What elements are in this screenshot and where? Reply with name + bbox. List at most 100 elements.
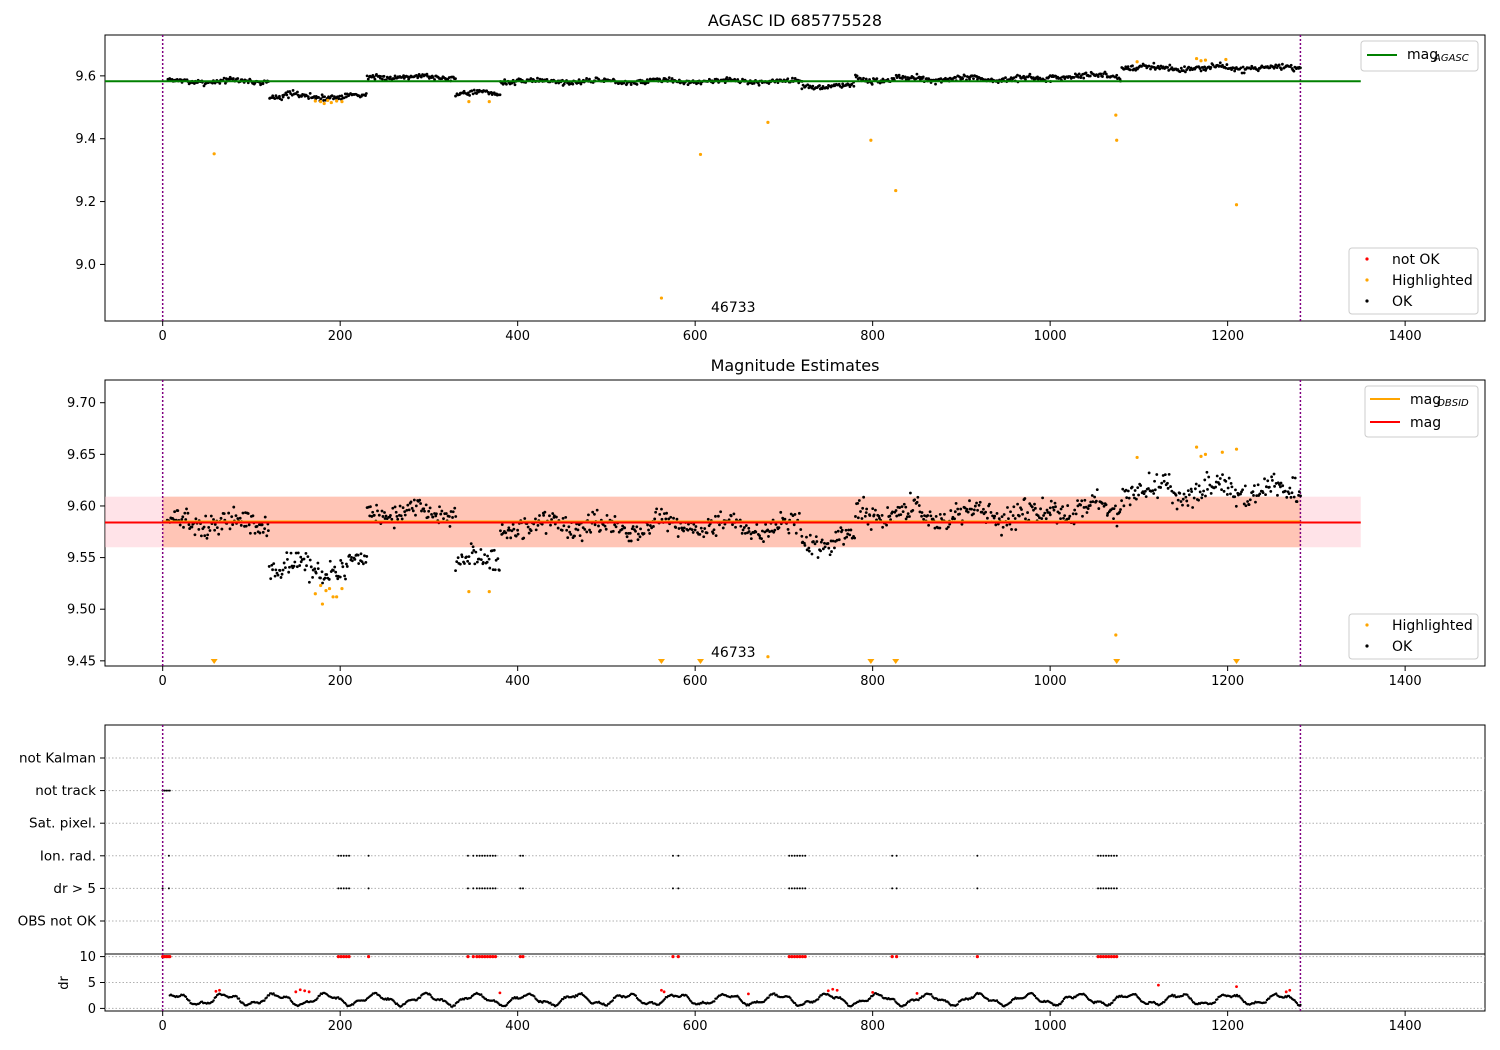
- dr-point: [352, 1003, 355, 1006]
- ok-point: [288, 565, 291, 569]
- ok-point: [894, 509, 898, 512]
- ok-point: [812, 540, 815, 543]
- ok-point: [1221, 473, 1224, 477]
- ok-point: [422, 507, 426, 511]
- highlighted-point: [1115, 138, 1119, 142]
- flag-point: [804, 887, 807, 890]
- dr-point: [917, 998, 920, 1002]
- ok-point: [1141, 490, 1145, 494]
- ok-point: [567, 525, 571, 529]
- ok-point: [620, 527, 624, 531]
- ok-point: [1104, 72, 1108, 76]
- ok-point: [234, 514, 238, 518]
- ok-point: [857, 499, 861, 502]
- dr-point: [1216, 998, 1219, 1001]
- ok-point: [1209, 491, 1213, 495]
- ok-point: [1220, 488, 1223, 492]
- ok-point: [1190, 490, 1194, 493]
- ok-point: [1203, 65, 1206, 69]
- ok-point: [182, 525, 185, 529]
- ok-point: [975, 501, 978, 505]
- ok-point: [1288, 486, 1292, 490]
- highlighted-point: [1114, 113, 1118, 117]
- flag-point: [895, 887, 898, 890]
- ok-point: [1181, 503, 1184, 507]
- ok-point: [1197, 498, 1200, 502]
- dr-clipped-point: [975, 954, 979, 959]
- ok-point: [1274, 63, 1278, 67]
- flag-point: [340, 854, 343, 857]
- ok-point: [361, 562, 365, 566]
- ok-point: [674, 526, 678, 529]
- flag-point: [340, 887, 343, 890]
- ok-point: [1167, 68, 1171, 72]
- highlighted-point: [487, 100, 491, 104]
- flag-point: [494, 887, 497, 890]
- ok-point: [462, 89, 466, 93]
- flag-point: [891, 887, 894, 890]
- x-tick-label: 600: [683, 329, 708, 344]
- x-tick-label: 200: [328, 674, 353, 689]
- ok-point: [799, 528, 803, 531]
- x-tick-label: 1000: [1034, 1019, 1067, 1034]
- ok-point: [1225, 493, 1229, 496]
- ok-point: [1131, 64, 1134, 68]
- ok-point: [543, 510, 547, 514]
- ok-point: [881, 525, 884, 529]
- ok-point: [566, 536, 570, 540]
- ok-point: [341, 565, 345, 569]
- ok-point: [579, 82, 583, 86]
- ok-point: [1191, 506, 1195, 509]
- ok-point: [430, 512, 433, 516]
- ok-point: [279, 576, 283, 579]
- ok-point: [1264, 485, 1268, 489]
- ok-point: [1161, 474, 1165, 477]
- ok-point: [959, 507, 963, 511]
- dr-clipped-point: [790, 954, 794, 959]
- ok-point: [466, 559, 470, 563]
- ok-point: [542, 513, 546, 517]
- ok-point: [323, 576, 327, 580]
- ok-point: [1120, 499, 1123, 503]
- dr-not-ok-point: [294, 990, 298, 994]
- ok-point: [693, 528, 697, 532]
- highlighted-point: [659, 296, 664, 300]
- ok-point: [841, 82, 845, 86]
- flag-point: [337, 854, 340, 857]
- ok-point: [490, 549, 494, 553]
- ok-point: [749, 537, 753, 541]
- ok-point: [1240, 71, 1244, 75]
- flag-point: [486, 854, 489, 857]
- flag-point: [519, 887, 522, 890]
- ok-point: [497, 568, 501, 572]
- ok-point: [185, 507, 188, 511]
- ok-point: [706, 517, 710, 521]
- ok-point: [1170, 489, 1174, 493]
- dr-clipped-point: [342, 954, 346, 959]
- ok-point: [1224, 479, 1228, 483]
- ok-point: [536, 76, 539, 80]
- ok-point: [1233, 69, 1237, 73]
- ok-point: [740, 531, 744, 535]
- ok-point: [1192, 496, 1196, 500]
- ok-point: [391, 506, 395, 510]
- flag-point: [1102, 854, 1105, 857]
- flag-point: [491, 887, 494, 890]
- ok-point: [1032, 508, 1035, 512]
- ok-point: [732, 512, 736, 516]
- ok-point: [791, 76, 794, 80]
- ok-point: [675, 517, 679, 521]
- flag-point: [1110, 854, 1113, 857]
- ok-point: [286, 558, 289, 561]
- ok-point: [956, 507, 960, 511]
- ok-point: [1071, 512, 1075, 516]
- ok-point: [356, 553, 360, 557]
- y-tick-label: 9.2: [75, 195, 96, 210]
- ok-point: [562, 82, 566, 86]
- dr-not-ok-point: [307, 990, 311, 994]
- ok-point: [350, 556, 353, 559]
- ok-point: [263, 527, 267, 531]
- dr-point: [212, 999, 215, 1002]
- dr-point: [1274, 992, 1278, 995]
- ok-point: [1199, 69, 1203, 73]
